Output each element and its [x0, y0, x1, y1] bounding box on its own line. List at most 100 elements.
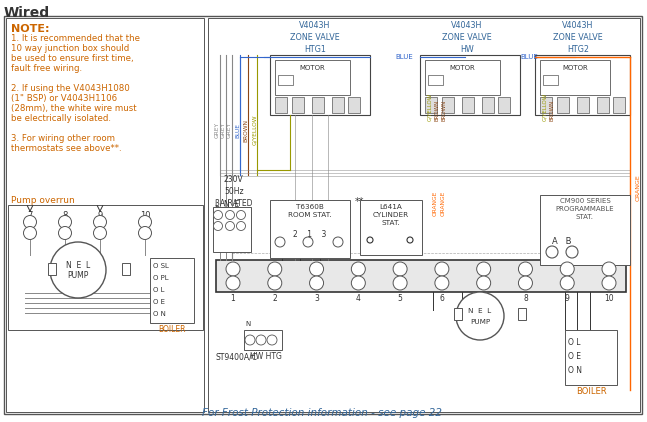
Text: N  E  L: N E L [468, 308, 492, 314]
Text: thermostats see above**.: thermostats see above**. [11, 144, 122, 153]
Text: O N: O N [153, 311, 166, 317]
Circle shape [214, 211, 223, 219]
Text: 8: 8 [523, 294, 528, 303]
Bar [543, 75, 558, 85]
Text: GREY: GREY [221, 122, 226, 138]
Bar [540, 97, 552, 113]
Text: PUMP: PUMP [67, 271, 89, 279]
Text: O E: O E [568, 352, 581, 361]
Circle shape [393, 262, 407, 276]
Circle shape [226, 211, 234, 219]
Circle shape [309, 276, 324, 290]
Bar [213, 207, 251, 252]
Text: 230V
50Hz
3A RATED: 230V 50Hz 3A RATED [215, 175, 252, 208]
Text: BROWN: BROWN [435, 100, 439, 121]
Circle shape [367, 237, 373, 243]
Text: O L: O L [568, 338, 580, 347]
Circle shape [560, 262, 575, 276]
Text: G/YELLOW: G/YELLOW [542, 93, 547, 121]
Text: L641A
CYLINDER
STAT.: L641A CYLINDER STAT. [373, 204, 409, 226]
Text: GREY: GREY [227, 122, 232, 138]
Text: GREY: GREY [215, 122, 220, 138]
Bar [565, 330, 617, 385]
Text: O E: O E [153, 299, 165, 305]
Text: ORANGE: ORANGE [635, 174, 641, 201]
Text: BLUE: BLUE [395, 54, 413, 60]
Circle shape [602, 262, 616, 276]
Text: T6360B
ROOM STAT.: T6360B ROOM STAT. [289, 204, 332, 218]
Text: BLUE: BLUE [520, 54, 538, 60]
Text: 3. For wiring other room: 3. For wiring other room [11, 134, 115, 143]
Text: 3: 3 [314, 294, 319, 303]
Bar [270, 55, 370, 115]
Circle shape [303, 237, 313, 247]
Text: 6: 6 [439, 294, 444, 303]
Circle shape [138, 227, 151, 240]
Bar [442, 97, 454, 113]
Bar [535, 55, 630, 115]
Text: MOTOR: MOTOR [300, 65, 325, 71]
Bar [360, 200, 422, 255]
Circle shape [267, 335, 277, 345]
Text: L  N  E: L N E [215, 200, 239, 209]
Bar [6, 18, 204, 412]
Text: MOTOR: MOTOR [450, 65, 476, 71]
Text: be used to ensure first time,: be used to ensure first time, [11, 54, 134, 63]
Bar [278, 75, 293, 85]
Text: A   B: A B [553, 237, 572, 246]
Bar [292, 97, 304, 113]
Text: fault free wiring.: fault free wiring. [11, 64, 82, 73]
Text: G/YELLOW: G/YELLOW [252, 115, 257, 145]
Circle shape [456, 292, 504, 340]
Text: (1" BSP) or V4043H1106: (1" BSP) or V4043H1106 [11, 94, 117, 103]
Text: O N: O N [568, 366, 582, 375]
Bar [332, 97, 344, 113]
Bar [454, 308, 462, 320]
Circle shape [214, 222, 223, 230]
Bar [577, 97, 589, 113]
Bar [348, 97, 360, 113]
Bar [208, 18, 640, 412]
Circle shape [58, 227, 72, 240]
Bar [557, 97, 569, 113]
Text: BOILER: BOILER [576, 387, 606, 396]
Circle shape [245, 335, 255, 345]
Circle shape [268, 262, 282, 276]
Bar [428, 75, 443, 85]
Text: 9: 9 [565, 294, 569, 303]
Text: O SL: O SL [153, 263, 169, 269]
Text: V4043H
ZONE VALVE
HTG1: V4043H ZONE VALVE HTG1 [290, 21, 340, 54]
Bar [425, 60, 500, 95]
Circle shape [435, 276, 449, 290]
Text: 2: 2 [272, 294, 277, 303]
Text: N  E  L: N E L [66, 260, 90, 270]
Bar [270, 200, 350, 258]
Text: HW HTG: HW HTG [250, 352, 282, 361]
Bar [122, 263, 130, 275]
Text: **: ** [355, 197, 364, 207]
Circle shape [268, 276, 282, 290]
Text: O PL: O PL [153, 275, 169, 281]
Text: 1: 1 [230, 294, 236, 303]
Text: 10: 10 [604, 294, 614, 303]
Bar [275, 97, 287, 113]
Text: G/YELLOW: G/YELLOW [428, 93, 432, 121]
Bar [498, 97, 510, 113]
Text: 8: 8 [62, 211, 68, 220]
Circle shape [23, 227, 36, 240]
Circle shape [226, 262, 240, 276]
Bar [597, 97, 609, 113]
Text: ST9400A/C: ST9400A/C [215, 352, 257, 361]
Bar [150, 258, 194, 323]
Bar [275, 60, 350, 95]
Text: 7: 7 [27, 211, 33, 220]
Circle shape [333, 237, 343, 247]
Circle shape [602, 276, 616, 290]
Circle shape [309, 262, 324, 276]
Text: NOTE:: NOTE: [11, 24, 50, 34]
Circle shape [518, 276, 532, 290]
Bar [216, 260, 626, 292]
Circle shape [226, 222, 234, 230]
Text: 9: 9 [98, 211, 103, 220]
Text: 2. If using the V4043H1080: 2. If using the V4043H1080 [11, 84, 130, 93]
